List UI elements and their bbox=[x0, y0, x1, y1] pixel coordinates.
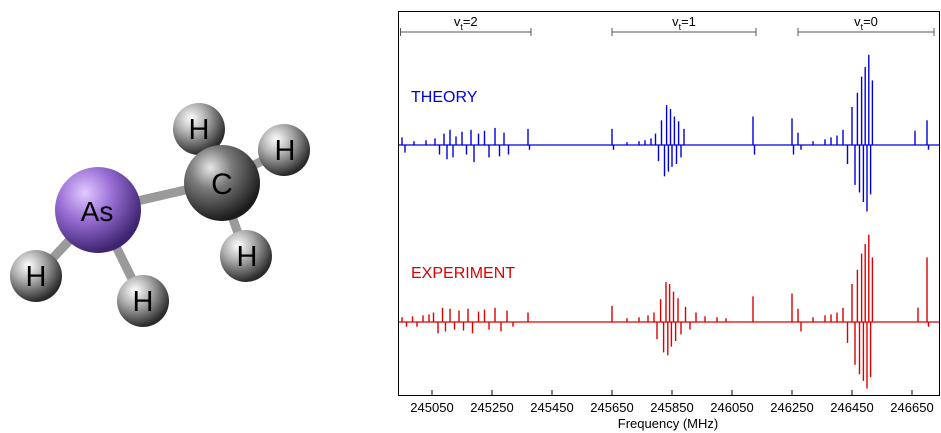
atom-label: H bbox=[133, 286, 154, 318]
atom-label: As bbox=[81, 196, 114, 227]
x-tick-label: 246250 bbox=[770, 400, 813, 415]
atom-label: H bbox=[275, 135, 296, 167]
atom-h: H bbox=[220, 230, 272, 282]
atom-label: H bbox=[189, 114, 210, 146]
atom-label: H bbox=[26, 261, 47, 293]
series-theory bbox=[401, 54, 930, 212]
x-axis-label: Frequency (MHz) bbox=[618, 416, 718, 431]
atom-h: H bbox=[173, 103, 225, 155]
x-tick-label: 246450 bbox=[830, 400, 873, 415]
x-tick-label: 245650 bbox=[590, 400, 633, 415]
spectrum-chart: vt=2 vt=1 vt=0 THEORY EXPERIMENT 245050 245… bbox=[398, 11, 940, 431]
atom-as: As bbox=[55, 167, 141, 253]
atom-label: H bbox=[237, 241, 258, 273]
x-tick-label: 245250 bbox=[470, 400, 513, 415]
x-tick-label: 245850 bbox=[650, 400, 693, 415]
series-experiment bbox=[401, 234, 930, 389]
band-marker: vt=2 bbox=[400, 14, 532, 36]
band-label: vt=1 bbox=[672, 14, 696, 32]
atom-h: H bbox=[117, 275, 169, 327]
atom-h: H bbox=[10, 250, 62, 302]
x-axis-ticks: 245050 245250 245450 245650 245850 246050 2462… bbox=[410, 390, 934, 415]
x-tick-label: 246050 bbox=[710, 400, 753, 415]
vibrational-band-labels: vt=2 vt=1 vt=0 bbox=[400, 14, 935, 36]
atom-h: H bbox=[258, 124, 310, 176]
molecule-structure: H H C H H As H bbox=[10, 103, 310, 327]
atom-label: C bbox=[211, 168, 233, 201]
x-tick-label: 245450 bbox=[530, 400, 573, 415]
atom-c: C bbox=[184, 145, 260, 221]
x-tick-label: 246650 bbox=[890, 400, 933, 415]
legend-experiment: EXPERIMENT bbox=[411, 265, 515, 282]
legend-theory: THEORY bbox=[411, 89, 478, 106]
band-label: vt=2 bbox=[454, 14, 478, 32]
band-label: vt=0 bbox=[854, 14, 878, 32]
plot-frame bbox=[398, 11, 940, 396]
band-marker: vt=0 bbox=[797, 14, 935, 36]
x-tick-label: 245050 bbox=[410, 400, 453, 415]
band-marker: vt=1 bbox=[611, 14, 757, 36]
